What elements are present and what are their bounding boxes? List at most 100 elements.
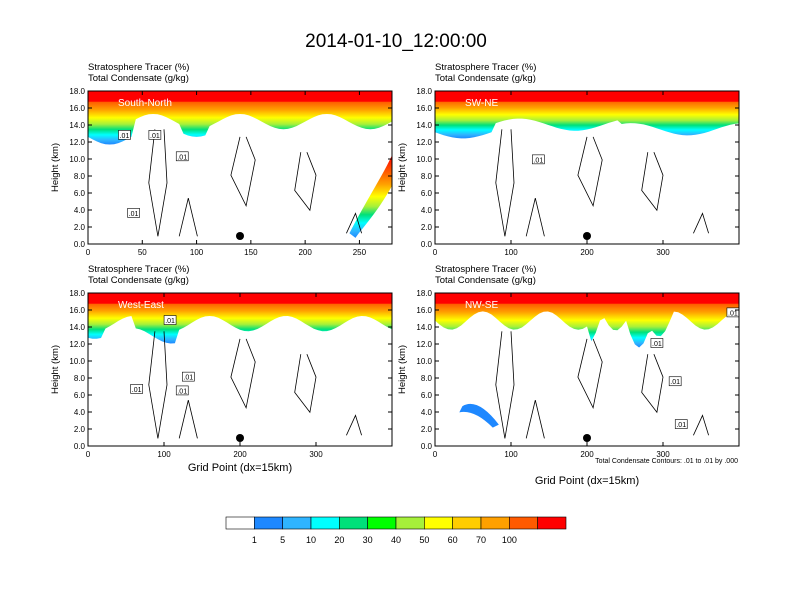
- panel-label-condensate: Total Condensate (g/kg): [88, 275, 189, 286]
- x-tick-label: 250: [353, 248, 367, 257]
- contour-label: .01: [728, 310, 738, 317]
- panel-label-tracer: Stratosphere Tracer (%): [435, 62, 536, 73]
- contour-label: .01: [670, 379, 680, 386]
- y-tick-label: 6.0: [421, 189, 433, 198]
- x-tick-label: 50: [138, 248, 147, 257]
- y-tick-label: 18.0: [69, 289, 85, 298]
- y-tick-label: 14.0: [69, 121, 85, 130]
- y-tick-label: 10.0: [69, 155, 85, 164]
- condensate-contours: [495, 129, 709, 237]
- location-marker: [583, 434, 591, 442]
- y-tick-label: 10.0: [69, 357, 85, 366]
- colorbar-segment: [452, 516, 482, 530]
- plot-frame: [87, 90, 393, 245]
- y-tick-label: 16.0: [69, 104, 85, 113]
- contour-line: [178, 400, 198, 439]
- section-name: SW-NE: [465, 98, 498, 109]
- y-tick-label: 18.0: [416, 289, 432, 298]
- location-marker: [583, 232, 591, 240]
- y-tick-label: 12.0: [416, 340, 432, 349]
- contour-label-box: [175, 151, 189, 162]
- y-tick-label: 14.0: [416, 323, 432, 332]
- contour-label-box: [668, 376, 682, 387]
- y-tick-label: 16.0: [416, 306, 432, 315]
- y-tick-label: 18.0: [416, 87, 432, 96]
- x-tick-label: 0: [86, 248, 91, 257]
- x-tick-label: 150: [244, 248, 258, 257]
- contour-label-box: [175, 385, 189, 396]
- tracer-top-band: [435, 91, 739, 102]
- tracer-fill: [435, 91, 739, 139]
- contour-label-box: [130, 384, 143, 394]
- y-axis-label: Height (km): [397, 143, 408, 192]
- tracer-fill: [88, 293, 392, 344]
- y-tick-label: 8.0: [74, 374, 86, 383]
- contour-line: [525, 400, 545, 439]
- contour-line: [495, 129, 515, 237]
- x-tick-label: 0: [86, 450, 91, 459]
- x-tick-label: 0: [433, 248, 438, 257]
- tracer-fill: [88, 91, 392, 145]
- contour-line: [230, 338, 256, 410]
- contour-label-box: [163, 315, 177, 325]
- condensate-contours: [148, 331, 362, 439]
- x-tick-label: 100: [190, 248, 204, 257]
- contour-label-box: [674, 419, 688, 429]
- y-tick-label: 2.0: [74, 223, 86, 232]
- contour-label: .01: [132, 387, 142, 394]
- panel-label-condensate: Total Condensate (g/kg): [435, 275, 536, 286]
- panel-sw-ne: Stratosphere Tracer (%)Total Condensate …: [397, 62, 740, 257]
- contour-label-box: [182, 371, 195, 382]
- panel-nw-se: Stratosphere Tracer (%)Total Condensate …: [397, 264, 740, 459]
- y-tick-label: 0.0: [74, 240, 86, 249]
- y-tick-label: 8.0: [74, 172, 86, 181]
- contour-label: .01: [183, 375, 193, 382]
- contour-label: .01: [129, 211, 139, 218]
- contour-label: .01: [652, 341, 662, 348]
- y-tick-label: 10.0: [416, 357, 432, 366]
- contour-line: [148, 331, 168, 439]
- colorbar-segment: [395, 516, 425, 530]
- contour-line: [178, 198, 198, 237]
- x-axis-label-right: Grid Point (dx=15km): [535, 475, 639, 487]
- x-tick-label: 0: [433, 450, 438, 459]
- y-tick-label: 2.0: [421, 425, 433, 434]
- contour-line: [148, 129, 168, 237]
- colorbar-label: 5: [280, 535, 285, 545]
- panel-label-tracer: Stratosphere Tracer (%): [88, 264, 189, 275]
- colorbar-segment: [282, 516, 312, 530]
- colorbar-segment: [367, 516, 397, 530]
- panel-label-tracer: Stratosphere Tracer (%): [435, 264, 536, 275]
- contour-line: [693, 212, 709, 234]
- y-tick-label: 2.0: [74, 425, 86, 434]
- x-tick-label: 100: [504, 450, 518, 459]
- y-tick-label: 12.0: [416, 138, 432, 147]
- location-marker: [236, 434, 244, 442]
- location-marker: [236, 232, 244, 240]
- colorbar-label: 100: [502, 535, 517, 545]
- panel-label-tracer: Stratosphere Tracer (%): [88, 62, 189, 73]
- section-name: NW-SE: [465, 300, 498, 311]
- colorbar-label: 1: [252, 535, 257, 545]
- panel-west-east: Stratosphere Tracer (%)Total Condensate …: [50, 264, 393, 459]
- contour-label: .01: [150, 133, 160, 140]
- y-tick-label: 4.0: [74, 206, 86, 215]
- y-tick-label: 8.0: [421, 374, 433, 383]
- contour-line: [525, 198, 545, 237]
- contour-label: .01: [165, 318, 175, 325]
- contour-label: .01: [177, 388, 187, 395]
- y-tick-label: 6.0: [74, 189, 86, 198]
- y-tick-label: 14.0: [69, 323, 85, 332]
- x-tick-label: 100: [504, 248, 518, 257]
- y-axis-label: Height (km): [50, 143, 61, 192]
- x-tick-label: 300: [656, 450, 670, 459]
- tracer-intrusion: [349, 155, 392, 238]
- contour-label-box: [148, 130, 162, 140]
- colorbar-segment: [480, 516, 510, 530]
- tracer-top-band: [88, 91, 392, 102]
- tracer-blob: [459, 403, 499, 428]
- colorbar-label: 10: [306, 535, 316, 545]
- condensate-contours: [148, 129, 362, 237]
- colorbar-segment: [310, 516, 340, 530]
- colorbar-segment: [537, 516, 567, 530]
